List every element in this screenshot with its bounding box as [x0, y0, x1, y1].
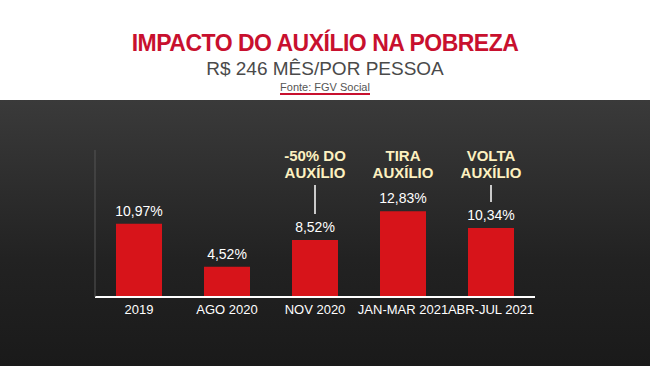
svg-text:10,34%: 10,34% — [467, 207, 514, 223]
svg-text:ABR-JUL 2021: ABR-JUL 2021 — [448, 302, 534, 317]
svg-text:AUXÍLIO: AUXÍLIO — [285, 164, 346, 181]
svg-text:JAN-MAR 2021: JAN-MAR 2021 — [358, 302, 448, 317]
svg-text:TIRA: TIRA — [386, 147, 421, 164]
svg-text:8,52%: 8,52% — [295, 219, 335, 235]
svg-text:AUXÍLIO: AUXÍLIO — [461, 164, 522, 181]
svg-text:NOV 2020: NOV 2020 — [285, 302, 346, 317]
svg-text:12,83%: 12,83% — [379, 190, 426, 206]
svg-text:10,97%: 10,97% — [115, 203, 162, 219]
svg-text:4,52%: 4,52% — [207, 246, 247, 262]
html-text:IMPACTO DO AUXÍLIO NA POBREZA: IMPACTO DO AUXÍLIO NA POBREZA — [131, 30, 519, 56]
svg-text:-50% DO: -50% DO — [284, 147, 346, 164]
svg-text:VOLTA: VOLTA — [467, 147, 516, 164]
svg-text:2019: 2019 — [125, 302, 154, 317]
html-text:Fonte: FGV Social: Fonte: FGV Social — [280, 81, 370, 93]
svg-text:AUXÍLIO: AUXÍLIO — [373, 164, 434, 181]
svg-text:AGO 2020: AGO 2020 — [196, 302, 257, 317]
html-text:R$ 246 MÊS/POR PESSOA: R$ 246 MÊS/POR PESSOA — [206, 58, 444, 79]
